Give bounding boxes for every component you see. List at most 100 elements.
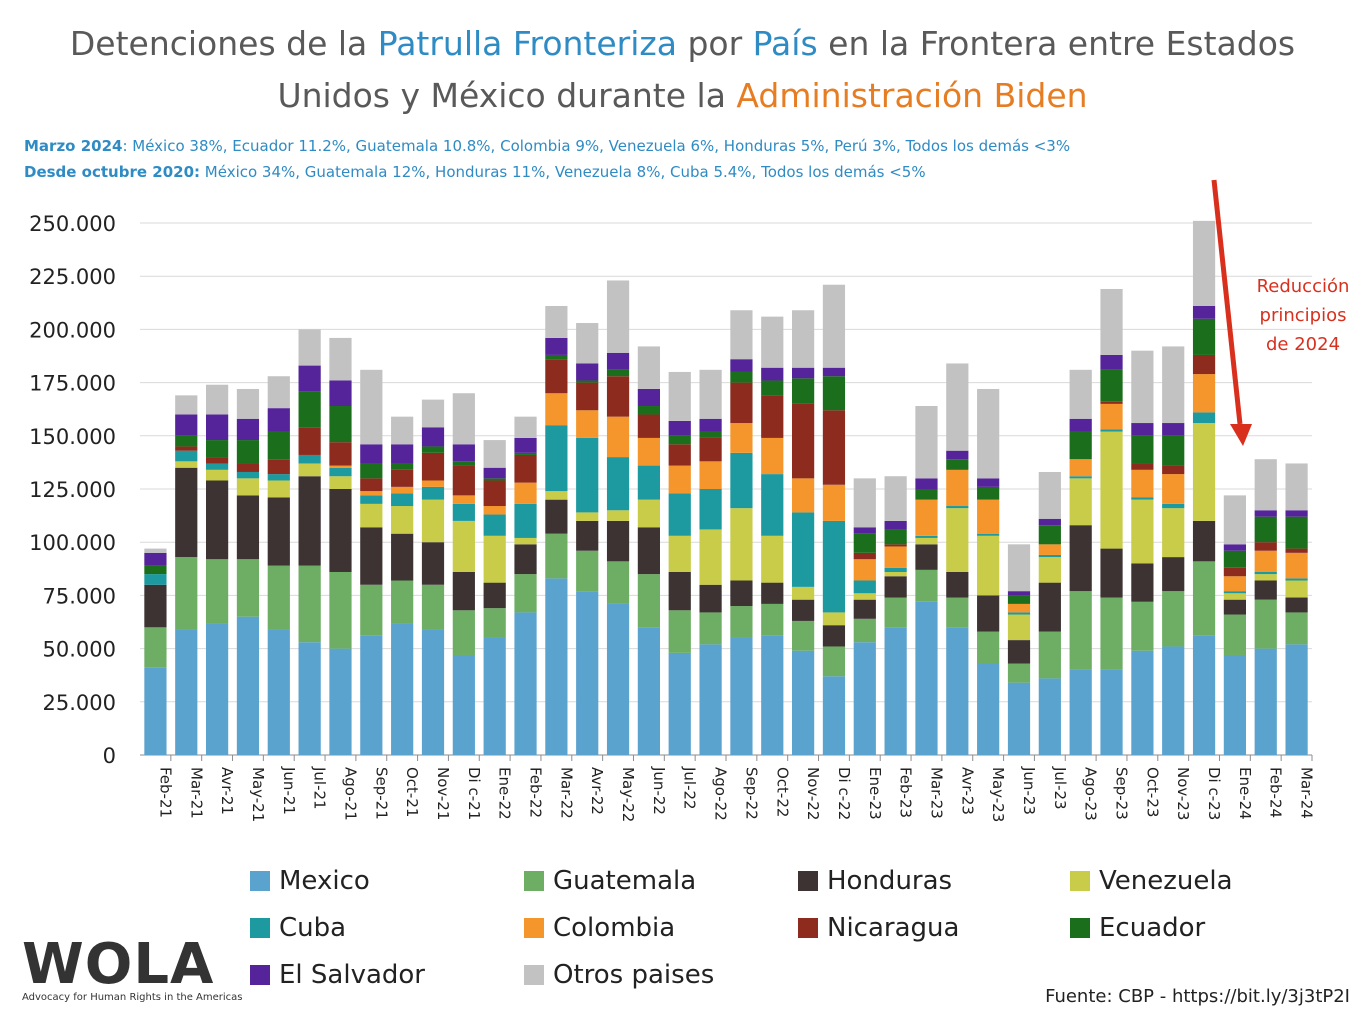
bar-segment (792, 599, 815, 621)
bar-segment (730, 606, 753, 638)
legend-label: Otros paises (553, 960, 715, 990)
bar-segment (267, 376, 290, 409)
bar-segment (1069, 669, 1092, 755)
bar-segment (1192, 305, 1216, 319)
bar-segment (298, 642, 321, 755)
bar-segment (822, 612, 846, 626)
bar-segment (298, 463, 321, 477)
legend-item: Guatemala (524, 866, 696, 896)
bar-stack (421, 399, 445, 755)
bar-segment (915, 478, 938, 489)
bar-segment (977, 631, 1000, 664)
y-tick-label: 125.000 (29, 478, 116, 502)
bar-segment (915, 569, 938, 602)
bar-segment (915, 489, 938, 500)
bar-segment (822, 625, 846, 647)
bar-segment (977, 499, 1000, 534)
bar-segment (175, 461, 198, 468)
bar-segment (761, 535, 784, 583)
y-tick-label: 250.000 (29, 212, 116, 236)
bar-segment (822, 367, 846, 377)
bar-segment (545, 425, 568, 492)
legend-item: Venezuela (1070, 866, 1233, 896)
bar-segment (853, 618, 876, 643)
bar-segment (1192, 374, 1216, 413)
bar-segment (946, 508, 969, 572)
bar-segment (1100, 431, 1123, 549)
bar-segment (1131, 563, 1154, 602)
bar-segment (267, 459, 290, 475)
bar-segment (391, 463, 414, 470)
bar-segment (175, 629, 198, 755)
bar-segment (175, 450, 198, 462)
bar-segment (1285, 644, 1308, 755)
bar-segment (761, 316, 784, 368)
bar-segment (761, 437, 784, 475)
bar-segment (483, 535, 506, 583)
bar-segment (637, 437, 660, 466)
bar-stack (1162, 346, 1185, 755)
bar-segment (699, 461, 722, 489)
bar-segment (606, 369, 630, 377)
bar-segment (946, 597, 969, 628)
y-tick-label: 150.000 (29, 425, 116, 449)
bar-segment (236, 463, 260, 472)
legend-item: Otros paises (524, 960, 714, 990)
bar-stack (730, 310, 753, 755)
bar-segment (946, 627, 969, 755)
legend-label: Mexico (279, 866, 370, 896)
x-tick-label: Ago-21 (341, 767, 359, 821)
x-tick-label: Ene-24 (1236, 767, 1254, 820)
bar-segment (1038, 525, 1061, 545)
bar-segment (668, 435, 691, 445)
legend-swatch (250, 965, 270, 985)
bar-segment (668, 571, 691, 611)
bar-segment (1162, 346, 1185, 424)
bar-stack (267, 376, 290, 755)
bar-segment (699, 612, 722, 645)
x-tick-label: Avr-21 (218, 767, 236, 815)
bar-stack (144, 548, 167, 755)
bar-segment (360, 463, 383, 479)
legend-item: Colombia (524, 913, 675, 943)
bar-segment (699, 431, 722, 438)
y-tick-label: 175.000 (29, 372, 116, 396)
bar-segment (606, 457, 630, 511)
bar-segment (236, 418, 260, 441)
bar-segment (576, 520, 599, 551)
bar-segment (853, 580, 876, 594)
bar-segment (452, 461, 475, 466)
bar-segment (452, 610, 475, 655)
bar-segment (175, 467, 198, 558)
bar-segment (175, 435, 198, 447)
bar-segment (483, 480, 506, 507)
bar-segment (637, 406, 660, 415)
bar-segment (1038, 557, 1061, 583)
title-line-1: Detenciones de la Patrulla Fronteriza po… (0, 18, 1365, 70)
bar-segment (1285, 548, 1308, 553)
bar-segment (1131, 463, 1154, 470)
bar-segment (1285, 510, 1308, 517)
bar-segment (1069, 478, 1092, 526)
bar-segment (514, 544, 537, 575)
bar-segment (915, 601, 938, 755)
bar-segment (1192, 561, 1216, 636)
bar-segment (298, 565, 321, 643)
bar-segment (946, 363, 969, 451)
bar-segment (514, 437, 537, 453)
bar-segment (421, 452, 445, 481)
bar-segment (545, 533, 568, 579)
bar-stack (606, 280, 630, 755)
x-tick-label: Ago-22 (712, 767, 730, 821)
bar-segment (637, 499, 660, 528)
note-text: : México 38%, Ecuador 11.2%, Guatemala 1… (122, 137, 1071, 155)
bar-segment (1192, 318, 1216, 355)
bar-segment (637, 574, 660, 628)
bar-segment (730, 508, 753, 581)
bar-segment (668, 371, 691, 421)
bar-segment (576, 323, 599, 364)
bar-segment (1192, 412, 1216, 424)
bar-segment (1223, 576, 1246, 592)
bar-segment (853, 527, 876, 534)
bar-segment (699, 437, 722, 462)
